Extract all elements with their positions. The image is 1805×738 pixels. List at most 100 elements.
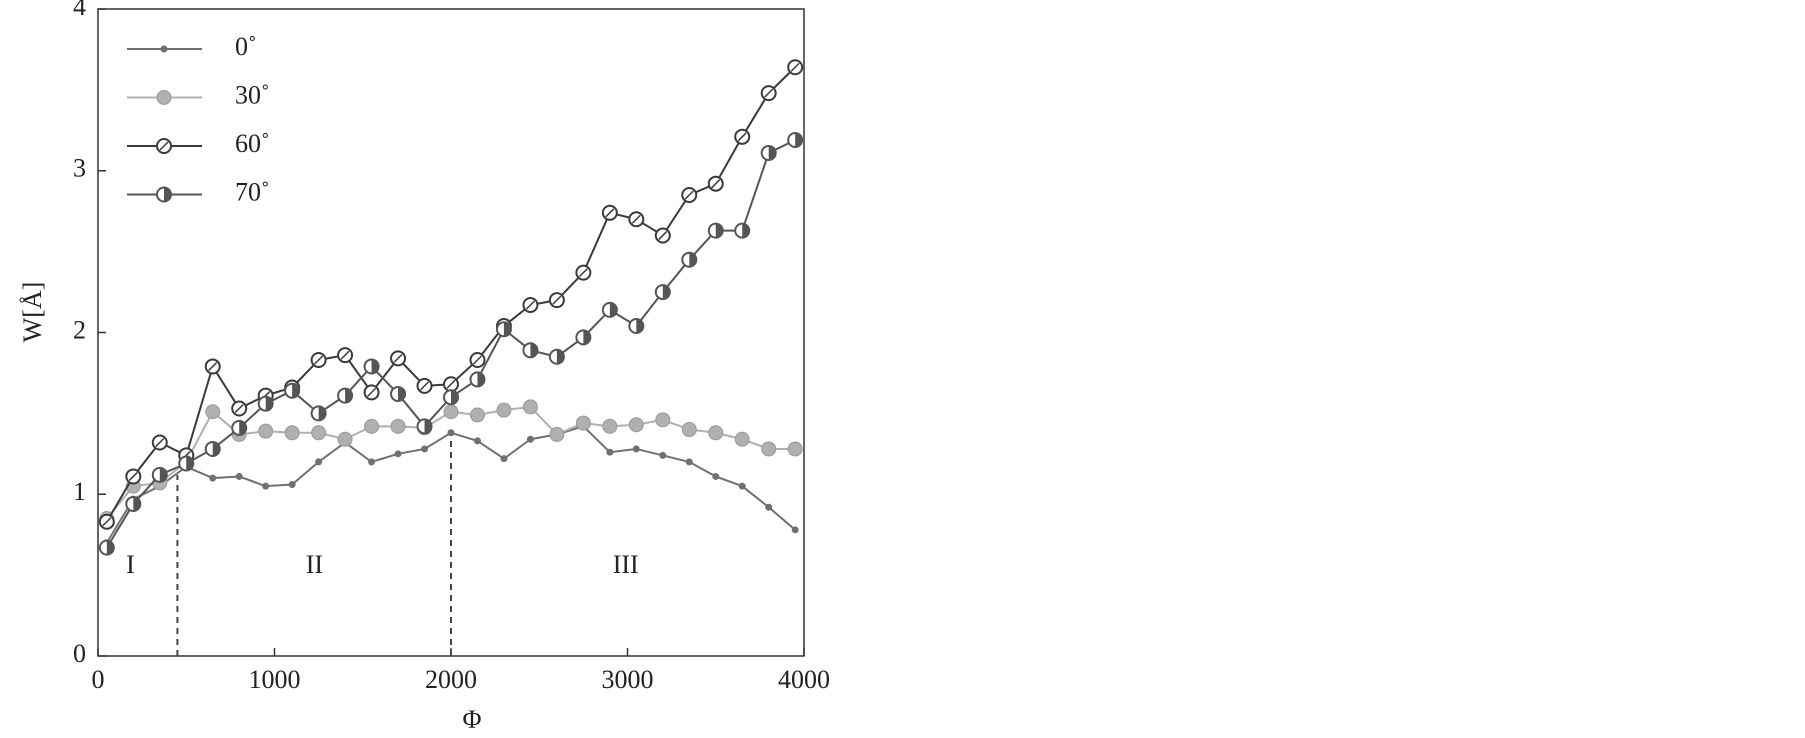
marker [495, 321, 512, 338]
marker [288, 481, 296, 489]
marker-dot [659, 451, 667, 459]
marker-dot [262, 482, 270, 490]
marker-half [239, 420, 247, 435]
marker [628, 211, 645, 228]
marker [791, 526, 799, 534]
marker-half [636, 319, 644, 334]
marker [681, 187, 698, 204]
marker-dot [368, 458, 376, 466]
marker-circle [364, 418, 380, 434]
marker-dot [394, 450, 402, 458]
marker-slash [234, 403, 244, 414]
marker-half [398, 386, 406, 401]
marker [156, 186, 172, 203]
marker [654, 227, 671, 244]
marker-slash [155, 437, 165, 448]
marker-circle [522, 399, 538, 415]
marker-dot [632, 445, 640, 453]
marker-circle [681, 422, 697, 438]
marker-dot [500, 455, 508, 463]
marker [496, 402, 512, 418]
marker [787, 132, 804, 149]
marker-dot [315, 458, 323, 466]
marker [602, 418, 618, 434]
marker [734, 222, 751, 239]
marker [765, 503, 773, 511]
marker-half [451, 390, 458, 405]
marker [707, 222, 724, 239]
x-tick-label: 4000 [778, 665, 830, 694]
marker-slash [578, 268, 588, 278]
marker-half [371, 359, 379, 374]
marker [712, 472, 720, 480]
marker [315, 458, 323, 466]
marker-circle [655, 412, 671, 428]
marker [760, 144, 777, 161]
marker-slash [737, 132, 747, 142]
marker [761, 441, 777, 457]
marker [522, 297, 539, 314]
y-tick-label: 2 [73, 315, 86, 344]
marker-half [164, 187, 171, 202]
marker [708, 425, 724, 441]
marker-circle [708, 425, 724, 441]
marker-half [609, 302, 617, 317]
marker [231, 419, 248, 436]
marker [390, 350, 407, 367]
marker-dot [447, 429, 455, 437]
marker [178, 455, 195, 472]
marker [421, 445, 429, 453]
marker-circle [575, 415, 591, 431]
x-tick-label: 0 [92, 665, 105, 694]
legend-label: 70˚ [235, 177, 270, 206]
marker [575, 264, 592, 281]
marker [632, 445, 640, 453]
marker [447, 429, 455, 437]
marker-circle [390, 418, 406, 434]
marker [151, 466, 168, 483]
marker [310, 351, 327, 368]
marker-slash [711, 179, 721, 189]
marker [416, 377, 433, 394]
marker [522, 399, 538, 415]
region-label: I [126, 550, 135, 579]
marker [681, 251, 698, 268]
marker-dot [685, 458, 693, 466]
legend-label: 0˚ [235, 32, 257, 61]
legend-label: 30˚ [235, 80, 270, 109]
marker [394, 450, 402, 458]
region-label: II [306, 550, 323, 579]
marker-slash [684, 190, 694, 200]
marker-circle [311, 425, 327, 441]
marker [654, 284, 671, 301]
marker-circle [337, 431, 353, 447]
marker [258, 423, 274, 439]
marker [601, 301, 618, 318]
y-tick-label: 0 [73, 639, 86, 668]
plot-frame [97, 8, 805, 657]
marker-half [530, 343, 538, 358]
marker-circle [496, 402, 512, 418]
marker [606, 448, 614, 456]
marker [390, 418, 406, 434]
marker-half [583, 330, 591, 345]
marker-slash [472, 355, 483, 365]
marker-half [689, 252, 697, 267]
marker [681, 422, 697, 438]
marker [151, 434, 168, 451]
x-tick-label: 3000 [602, 665, 654, 694]
marker [364, 418, 380, 434]
marker-circle [734, 431, 750, 447]
marker-slash [393, 353, 403, 363]
marker-dot [606, 448, 614, 456]
marker [628, 318, 645, 335]
marker [98, 513, 115, 530]
marker-slash [525, 300, 535, 310]
marker [98, 539, 115, 556]
marker-half [212, 441, 220, 456]
marker [262, 482, 270, 490]
marker-slash [340, 350, 350, 360]
marker-slash [367, 387, 377, 397]
marker-dot [473, 437, 481, 445]
marker [368, 458, 376, 466]
